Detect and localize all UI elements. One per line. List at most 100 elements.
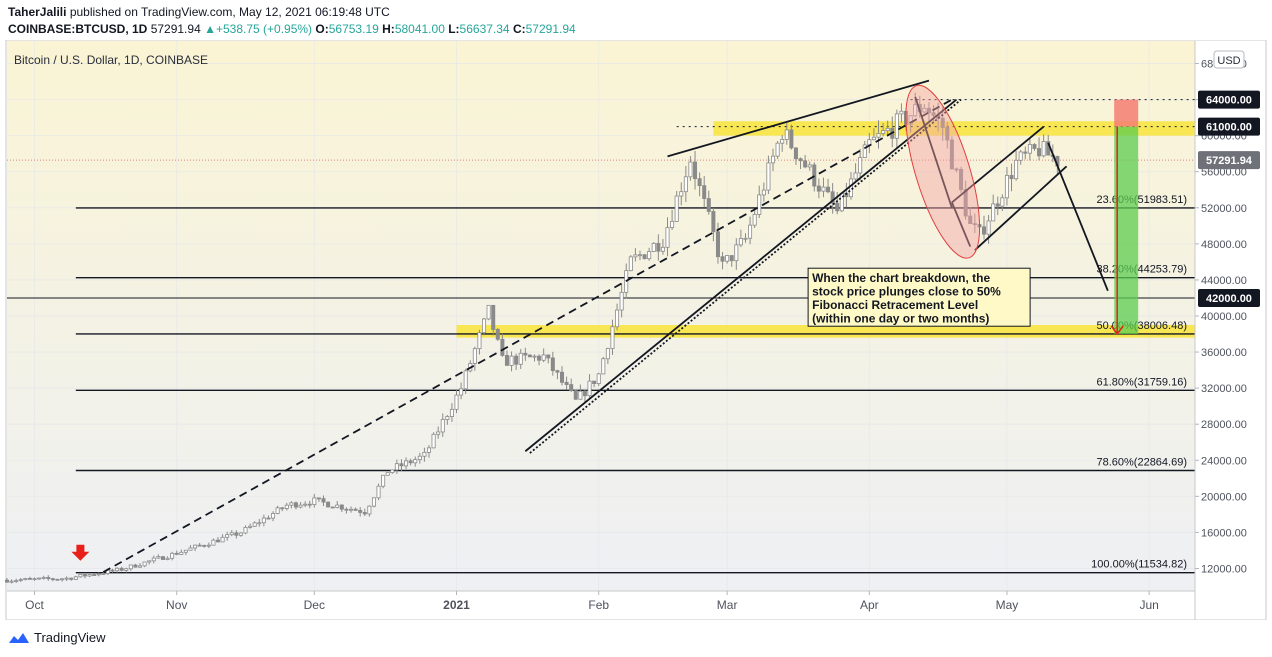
candle bbox=[1037, 137, 1042, 161]
price-chart[interactable]: 23.60%(51983.51) 38.20%(44253.79) 50.00%(3… bbox=[0, 40, 1272, 620]
breakdown-ellipse-shape bbox=[905, 84, 981, 259]
candle bbox=[335, 500, 340, 509]
candle-body bbox=[303, 503, 308, 506]
candle-body bbox=[183, 549, 188, 553]
candle-body bbox=[238, 532, 243, 536]
price-tick-label: 36000.00 bbox=[1201, 347, 1247, 359]
candle bbox=[628, 255, 633, 272]
candle bbox=[637, 250, 642, 261]
candle-body bbox=[156, 556, 161, 559]
price-tick-label: 12000.00 bbox=[1201, 563, 1247, 575]
candle-body bbox=[115, 567, 120, 572]
candle bbox=[761, 182, 766, 202]
candle-body bbox=[725, 255, 730, 262]
price-tick-label: 56000.00 bbox=[1201, 167, 1247, 179]
candle bbox=[330, 506, 335, 509]
candle-body bbox=[385, 472, 390, 476]
candle bbox=[711, 207, 716, 242]
resistance-zone bbox=[456, 325, 1195, 338]
candle-body bbox=[1027, 144, 1032, 154]
candle bbox=[495, 328, 500, 342]
candle bbox=[509, 351, 514, 372]
candle-body bbox=[509, 355, 514, 366]
candle bbox=[803, 154, 808, 169]
candle-body bbox=[316, 497, 321, 500]
candle bbox=[206, 542, 211, 549]
candle-body bbox=[651, 242, 656, 252]
candle-body bbox=[697, 178, 702, 187]
candle bbox=[784, 121, 789, 145]
candle bbox=[550, 351, 555, 376]
candle bbox=[527, 354, 532, 358]
candle bbox=[9, 579, 14, 584]
candle bbox=[23, 577, 28, 581]
falling-channel-lower bbox=[951, 202, 972, 247]
candle bbox=[647, 247, 652, 261]
candle-body bbox=[165, 557, 170, 560]
candle bbox=[463, 368, 468, 394]
candle-body bbox=[587, 380, 592, 397]
candle bbox=[518, 348, 523, 369]
candle bbox=[211, 538, 216, 546]
candle-body bbox=[4, 579, 10, 583]
candle bbox=[37, 577, 42, 580]
tradingview-brand: TradingView bbox=[34, 630, 106, 645]
candle bbox=[702, 176, 707, 208]
candle-body bbox=[555, 370, 560, 373]
candle-body bbox=[234, 532, 239, 536]
candle-body bbox=[922, 107, 927, 113]
candle bbox=[399, 459, 404, 471]
candle-body bbox=[628, 256, 633, 272]
breakdown-ellipse bbox=[905, 84, 981, 259]
target-profit-box bbox=[1114, 126, 1139, 334]
candle bbox=[555, 369, 560, 380]
currency-button[interactable]: USD bbox=[1213, 50, 1245, 69]
author-name[interactable]: TaherJalili bbox=[8, 5, 67, 19]
price-tick-label: 20000.00 bbox=[1201, 491, 1247, 503]
time-tick-label: Jun bbox=[1139, 598, 1158, 612]
target-projection bbox=[71, 99, 1139, 561]
annotation-box-frame bbox=[807, 267, 1031, 327]
price-tick-label: 16000.00 bbox=[1201, 527, 1247, 539]
candle bbox=[514, 353, 519, 370]
candle bbox=[605, 347, 610, 365]
candle bbox=[202, 544, 207, 548]
candle bbox=[298, 502, 303, 509]
candle bbox=[284, 502, 289, 511]
time-axis[interactable]: Oct Nov Dec 2021 Feb Mar Apr May Jun bbox=[25, 591, 1159, 612]
candle bbox=[564, 376, 569, 390]
candle bbox=[124, 567, 129, 573]
candle-body bbox=[1000, 197, 1005, 207]
candle bbox=[560, 366, 565, 386]
candle bbox=[46, 575, 51, 581]
candle-body bbox=[780, 139, 785, 144]
candle bbox=[720, 251, 725, 270]
annotation-line: When the chart breakdown, the bbox=[812, 271, 990, 285]
trend-drawings bbox=[102, 79, 1109, 573]
candle-body bbox=[477, 332, 482, 350]
candle bbox=[1000, 194, 1005, 212]
time-tick-label: May bbox=[996, 598, 1019, 612]
candle-body bbox=[931, 112, 936, 116]
candle bbox=[413, 456, 418, 467]
candle bbox=[757, 185, 762, 219]
annotation-line: (within one day or two months) bbox=[812, 312, 989, 326]
price-axis[interactable]: 12000.00 16000.00 20000.00 24000.00 28000.00… bbox=[1195, 59, 1247, 576]
publisher-line: TaherJalili published on TradingView.com… bbox=[8, 5, 390, 19]
candle-body bbox=[899, 110, 904, 115]
candle bbox=[619, 283, 624, 318]
candle-body bbox=[449, 408, 454, 417]
candle-body bbox=[706, 198, 711, 212]
candle-body bbox=[738, 238, 743, 246]
fib-level-label: 50.00%(38006.48) bbox=[1096, 320, 1187, 332]
tradingview-footer[interactable]: TradingView bbox=[8, 630, 106, 645]
candle-body bbox=[1041, 141, 1046, 157]
candle-body bbox=[46, 577, 51, 580]
candle bbox=[963, 180, 968, 220]
candle bbox=[92, 573, 97, 576]
candle-body bbox=[1004, 174, 1009, 199]
chart-frame bbox=[5, 40, 1267, 620]
candle-body bbox=[344, 508, 349, 511]
candle bbox=[775, 141, 780, 159]
